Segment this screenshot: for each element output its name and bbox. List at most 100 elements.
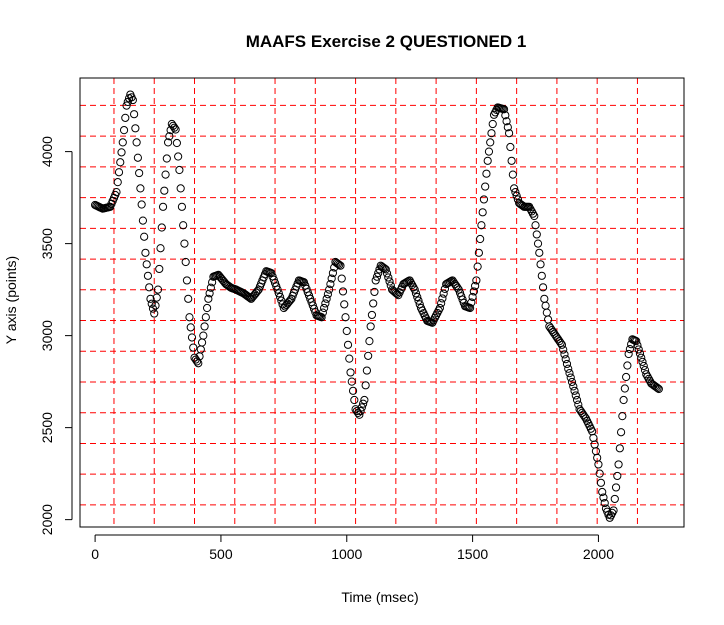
data-point <box>622 372 631 382</box>
data-point <box>274 289 283 298</box>
data-point <box>121 113 130 122</box>
data-point <box>411 289 421 298</box>
data-point <box>471 281 480 291</box>
data-point <box>540 294 549 303</box>
x-tick-label: 1000 <box>331 546 362 562</box>
data-point <box>643 372 652 381</box>
y-tick-label: 3000 <box>39 320 55 351</box>
data-point <box>440 284 450 293</box>
data-point <box>371 276 380 285</box>
data-point <box>511 187 520 197</box>
data-point <box>413 292 422 302</box>
data-point <box>589 433 598 443</box>
data-point <box>158 202 168 211</box>
data-point <box>385 277 394 286</box>
data-point <box>175 165 184 175</box>
data-point <box>384 273 393 282</box>
data-point <box>538 283 548 292</box>
data-point <box>162 154 171 163</box>
data-point <box>642 370 651 379</box>
data-point <box>467 298 476 307</box>
data-point <box>205 289 214 298</box>
data-point <box>202 303 212 313</box>
data-point <box>318 308 327 317</box>
data-point <box>531 221 540 230</box>
x-tick-label: 2000 <box>583 546 614 562</box>
data-point <box>206 283 215 292</box>
data-point <box>364 351 373 360</box>
data-point <box>526 205 535 214</box>
data-point <box>119 126 129 135</box>
data-point <box>365 337 374 346</box>
data-point <box>359 399 368 408</box>
data-point <box>335 260 344 269</box>
data-point <box>408 280 417 290</box>
data-point <box>541 301 550 310</box>
data-point <box>185 313 194 322</box>
data-point <box>346 368 355 377</box>
y-axis-label: Y axis (points) <box>3 256 19 344</box>
data-point <box>638 357 647 366</box>
data-point <box>486 138 495 147</box>
data-point <box>473 262 482 271</box>
data-point <box>323 290 332 299</box>
data-point <box>501 111 510 120</box>
data-point <box>517 200 526 210</box>
data-point <box>163 138 173 147</box>
data-point <box>181 257 190 267</box>
data-point <box>321 299 330 308</box>
data-point <box>357 403 366 412</box>
data-point <box>510 184 519 193</box>
data-point <box>637 353 646 362</box>
data-point <box>406 278 416 287</box>
data-point <box>133 153 142 162</box>
data-point <box>616 428 626 437</box>
data-point <box>482 169 491 178</box>
data-point <box>197 338 207 347</box>
data-point <box>532 230 541 239</box>
data-point <box>590 440 599 449</box>
data-point <box>170 123 179 132</box>
data-point <box>187 333 197 342</box>
data-point <box>141 248 150 257</box>
data-point <box>138 216 148 225</box>
data-point <box>559 345 568 354</box>
data-point <box>192 357 202 366</box>
data-point <box>180 239 189 248</box>
data-point <box>172 138 181 148</box>
data-point <box>137 200 146 209</box>
data-point <box>199 331 208 340</box>
data-point <box>591 447 601 456</box>
data-point <box>439 289 448 298</box>
data-point <box>112 187 121 197</box>
x-tick-label: 500 <box>209 546 233 562</box>
data-point <box>155 264 164 274</box>
y-tick-label: 4000 <box>39 136 55 167</box>
data-point <box>542 308 551 317</box>
data-point <box>369 299 378 308</box>
data-point <box>372 272 382 281</box>
data-point <box>253 287 262 296</box>
data-point <box>438 294 447 303</box>
data-point <box>533 239 543 248</box>
data-point <box>537 271 546 280</box>
y-tick-label: 2000 <box>39 504 55 535</box>
data-point <box>327 274 336 283</box>
data-point <box>275 292 285 302</box>
data-point <box>204 294 213 303</box>
data-point <box>609 506 618 515</box>
data-point <box>639 361 648 371</box>
data-point <box>160 186 169 195</box>
data-point <box>273 285 282 294</box>
data-point <box>147 299 156 308</box>
data-point <box>176 184 185 193</box>
data-point <box>624 349 633 359</box>
data-point <box>116 158 125 167</box>
data-point <box>117 148 126 157</box>
data-point <box>382 269 392 278</box>
data-point <box>499 105 509 114</box>
data-point <box>145 283 154 292</box>
data-point <box>165 132 174 141</box>
data-point <box>487 129 496 138</box>
data-point <box>635 349 645 358</box>
